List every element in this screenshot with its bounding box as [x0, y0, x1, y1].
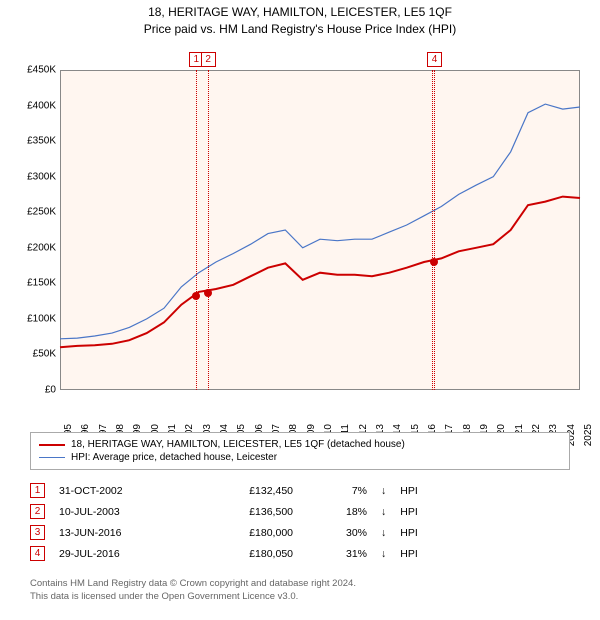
y-axis-label: £200K [10, 242, 56, 253]
table-row: 3 13-JUN-2016 £180,000 30% ↓ HPI [30, 522, 570, 543]
legend: 18, HERITAGE WAY, HAMILTON, LEICESTER, L… [30, 432, 570, 470]
y-axis-label: £400K [10, 100, 56, 111]
y-axis-label: £50K [10, 349, 56, 360]
row-marker: 4 [30, 546, 45, 561]
arrow-down-icon: ↓ [381, 506, 386, 518]
arrow-down-icon: ↓ [381, 548, 386, 560]
row-hpi: HPI [400, 527, 450, 539]
row-hpi: HPI [400, 485, 450, 497]
table-row: 1 31-OCT-2002 £132,450 7% ↓ HPI [30, 480, 570, 501]
series-line-property [60, 197, 580, 348]
row-price: £180,050 [203, 548, 293, 560]
chart-lines [60, 70, 580, 390]
row-hpi: HPI [400, 506, 450, 518]
footer: Contains HM Land Registry data © Crown c… [30, 578, 570, 604]
y-axis-label: £0 [10, 385, 56, 396]
row-pct: 7% [307, 485, 367, 497]
y-axis-label: £300K [10, 171, 56, 182]
row-price: £180,000 [203, 527, 293, 539]
row-price: £132,450 [203, 485, 293, 497]
transaction-table: 1 31-OCT-2002 £132,450 7% ↓ HPI 2 10-JUL-2003 £1… [30, 480, 570, 564]
table-row: 4 29-JUL-2016 £180,050 31% ↓ HPI [30, 543, 570, 564]
y-axis-label: £450K [10, 65, 56, 76]
y-axis-label: £100K [10, 313, 56, 324]
sale-point-1 [192, 292, 200, 300]
title-block: 18, HERITAGE WAY, HAMILTON, LEICESTER, L… [0, 0, 600, 38]
legend-label: HPI: Average price, detached house, Leic… [71, 452, 277, 463]
y-axis-label: £150K [10, 278, 56, 289]
row-marker: 2 [30, 504, 45, 519]
title-subtitle: Price paid vs. HM Land Registry's House … [0, 21, 600, 38]
row-marker: 3 [30, 525, 45, 540]
arrow-down-icon: ↓ [381, 485, 386, 497]
chart-container: 18, HERITAGE WAY, HAMILTON, LEICESTER, L… [0, 0, 600, 620]
footer-line: This data is licensed under the Open Gov… [30, 591, 570, 604]
row-marker: 1 [30, 483, 45, 498]
chart-marker-4: 4 [427, 52, 442, 67]
row-date: 13-JUN-2016 [59, 527, 189, 539]
row-date: 10-JUL-2003 [59, 506, 189, 518]
table-row: 2 10-JUL-2003 £136,500 18% ↓ HPI [30, 501, 570, 522]
legend-swatch [39, 444, 65, 446]
row-hpi: HPI [400, 548, 450, 560]
title-address: 18, HERITAGE WAY, HAMILTON, LEICESTER, L… [0, 4, 600, 21]
y-axis-label: £250K [10, 207, 56, 218]
row-pct: 30% [307, 527, 367, 539]
row-price: £136,500 [203, 506, 293, 518]
footer-line: Contains HM Land Registry data © Crown c… [30, 578, 570, 591]
legend-label: 18, HERITAGE WAY, HAMILTON, LEICESTER, L… [71, 439, 405, 450]
sale-point-2 [204, 289, 212, 297]
x-axis-label: 2025 [583, 424, 594, 446]
sale-point-4 [430, 258, 438, 266]
row-pct: 31% [307, 548, 367, 560]
y-axis-label: £350K [10, 136, 56, 147]
arrow-down-icon: ↓ [381, 527, 386, 539]
legend-item: 18, HERITAGE WAY, HAMILTON, LEICESTER, L… [39, 438, 561, 451]
row-pct: 18% [307, 506, 367, 518]
series-line-hpi [60, 104, 580, 339]
row-date: 29-JUL-2016 [59, 548, 189, 560]
legend-item: HPI: Average price, detached house, Leic… [39, 451, 561, 464]
legend-swatch [39, 457, 65, 458]
chart-marker-2: 2 [201, 52, 216, 67]
row-date: 31-OCT-2002 [59, 485, 189, 497]
